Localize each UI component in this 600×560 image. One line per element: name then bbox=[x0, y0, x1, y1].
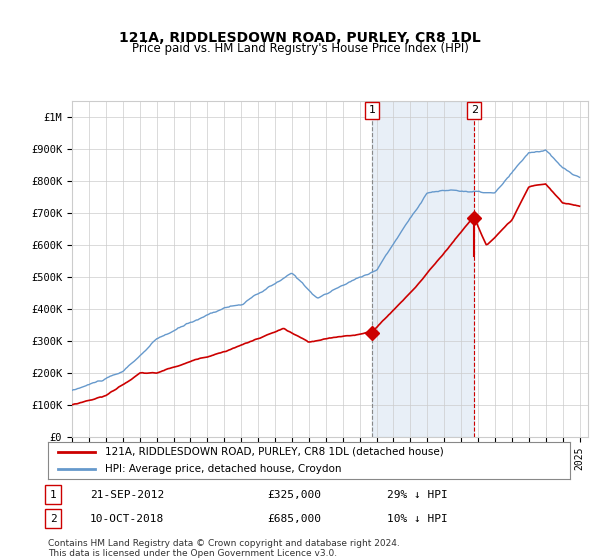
Text: Price paid vs. HM Land Registry's House Price Index (HPI): Price paid vs. HM Land Registry's House … bbox=[131, 42, 469, 55]
Text: 10% ↓ HPI: 10% ↓ HPI bbox=[388, 514, 448, 524]
Text: Contains HM Land Registry data © Crown copyright and database right 2024.
This d: Contains HM Land Registry data © Crown c… bbox=[48, 539, 400, 558]
Text: 2: 2 bbox=[50, 514, 56, 524]
Text: 1: 1 bbox=[50, 490, 56, 500]
Text: 29% ↓ HPI: 29% ↓ HPI bbox=[388, 490, 448, 500]
Text: £325,000: £325,000 bbox=[267, 490, 321, 500]
Text: £685,000: £685,000 bbox=[267, 514, 321, 524]
Text: 21-SEP-2012: 21-SEP-2012 bbox=[90, 490, 164, 500]
Text: 121A, RIDDLESDOWN ROAD, PURLEY, CR8 1DL (detached house): 121A, RIDDLESDOWN ROAD, PURLEY, CR8 1DL … bbox=[106, 446, 444, 456]
Text: 1: 1 bbox=[368, 105, 376, 115]
Text: HPI: Average price, detached house, Croydon: HPI: Average price, detached house, Croy… bbox=[106, 464, 342, 474]
Bar bbox=[372, 101, 474, 437]
Text: 10-OCT-2018: 10-OCT-2018 bbox=[90, 514, 164, 524]
Text: 2: 2 bbox=[471, 105, 478, 115]
Text: 121A, RIDDLESDOWN ROAD, PURLEY, CR8 1DL: 121A, RIDDLESDOWN ROAD, PURLEY, CR8 1DL bbox=[119, 31, 481, 45]
